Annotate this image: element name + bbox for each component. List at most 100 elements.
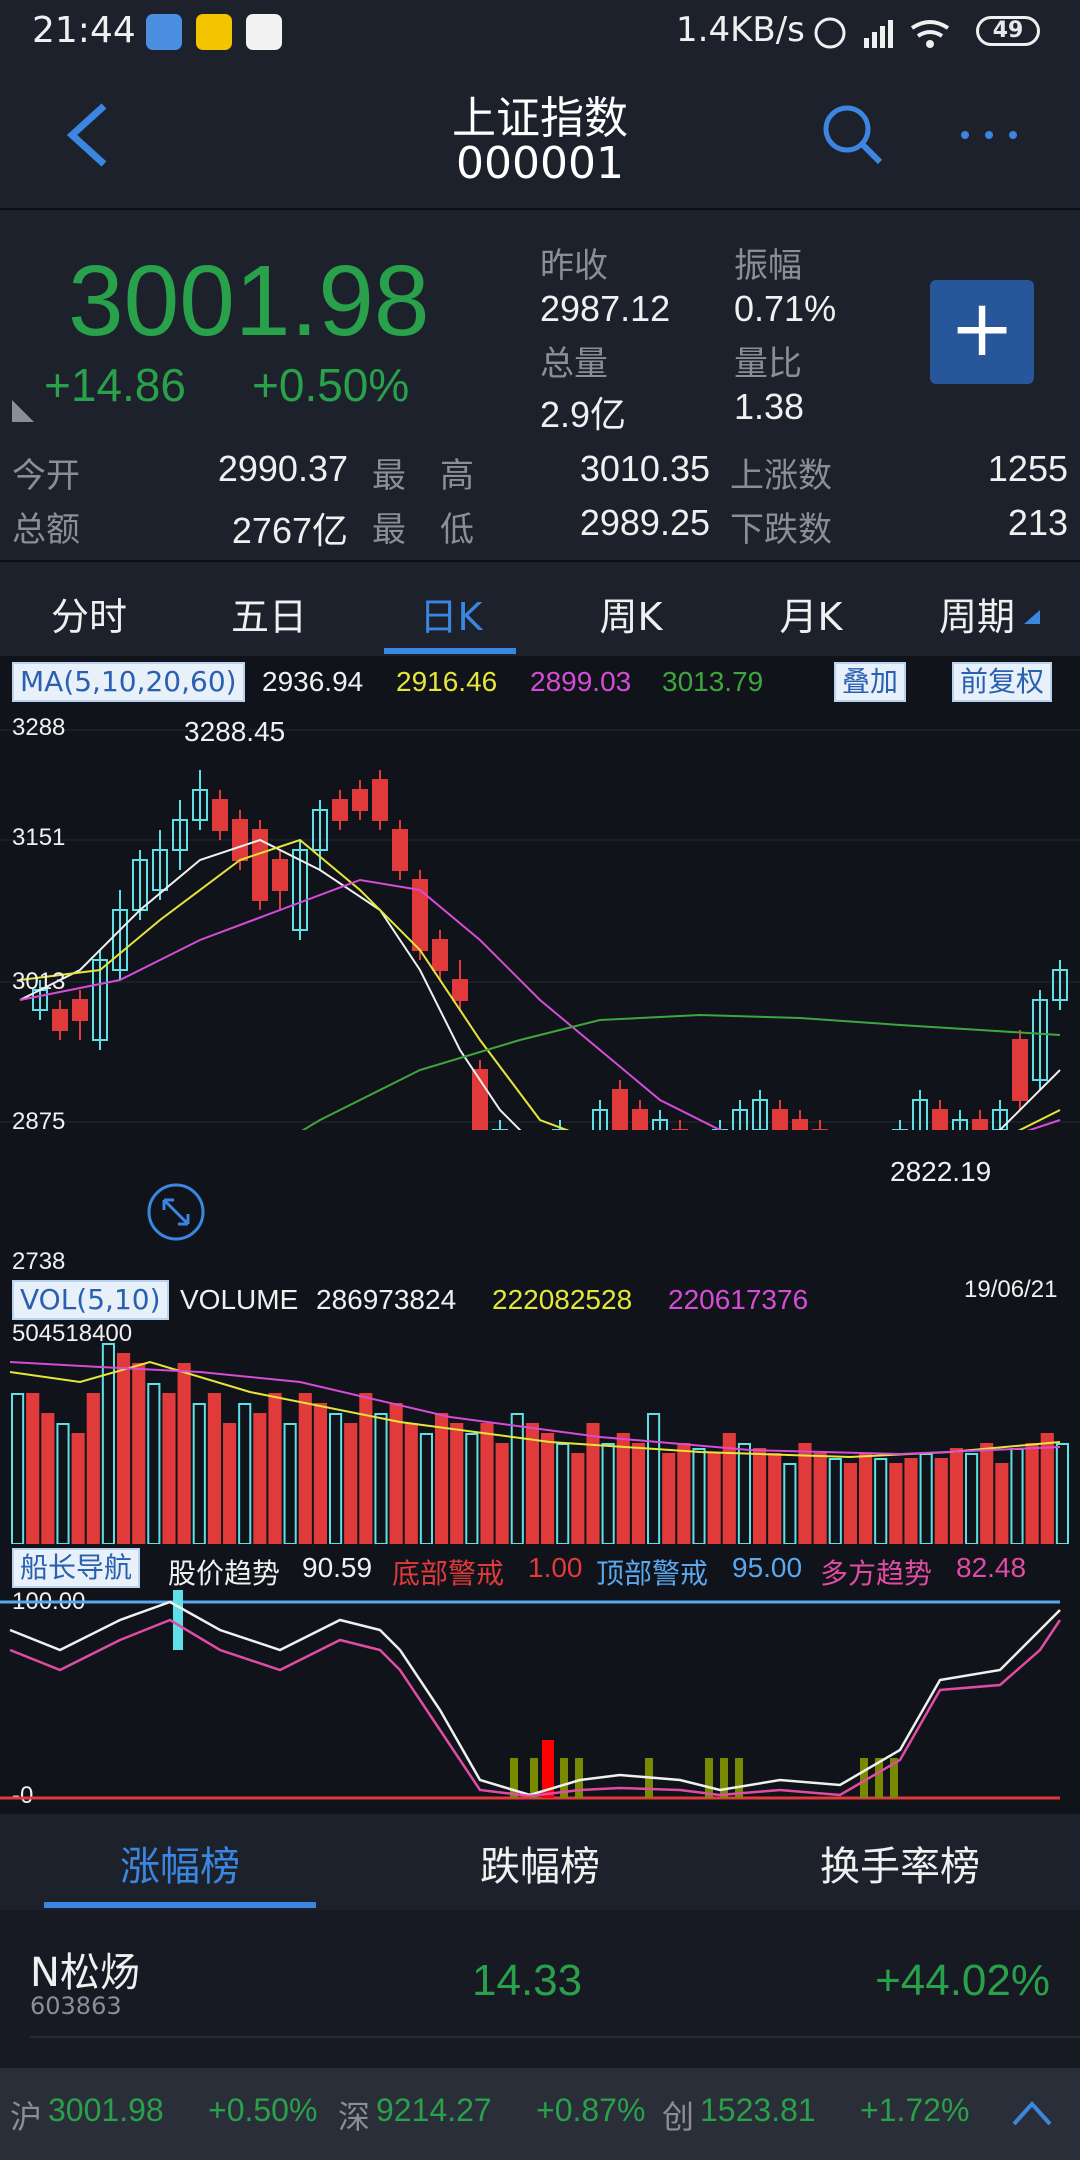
back-icon[interactable] <box>60 100 114 170</box>
volume-bar <box>813 1453 827 1544</box>
chevron-up-icon[interactable] <box>1010 2098 1054 2128</box>
notification-app-icon <box>246 14 282 50</box>
stock-pct: +44.02% <box>875 1956 1050 2005</box>
high-label: 最 高 <box>372 456 474 496</box>
stat-label: 振幅 <box>734 246 802 286</box>
period-tabs: 分时 五日 日K 周K 月K 周期 <box>0 560 1080 656</box>
volume-bar <box>965 1453 979 1544</box>
candle-body <box>332 799 348 821</box>
candle-body <box>792 1119 808 1130</box>
add-watchlist-button[interactable]: + <box>930 280 1034 384</box>
nav-bar <box>560 1758 568 1798</box>
candle-body <box>92 959 108 1041</box>
price-change: +14.86 <box>44 359 186 411</box>
candle-body <box>732 1109 748 1130</box>
nav-bar <box>510 1758 518 1798</box>
volume-bar <box>1010 1448 1024 1544</box>
vol-legend-label[interactable]: VOL(5,10) <box>12 1280 169 1320</box>
sh-value: 3001.98 <box>48 2092 164 2128</box>
stat-value: 2.9亿 <box>540 394 627 435</box>
volume-bar <box>177 1363 191 1544</box>
navigator-chart[interactable] <box>0 1590 1080 1812</box>
nav-bar <box>530 1758 538 1798</box>
vol-ma5: 222082528 <box>492 1284 633 1315</box>
volume-bar <box>753 1448 767 1544</box>
rank-tabs: 涨幅榜 跌幅榜 换手率榜 <box>0 1814 1080 1910</box>
volume-bar <box>768 1453 782 1544</box>
ma5-line <box>19 838 1061 1130</box>
volume-bar <box>329 1413 343 1544</box>
volume-bar <box>313 1403 328 1544</box>
volume-bar <box>238 1403 252 1544</box>
tab-period[interactable]: 周期 <box>938 595 1015 639</box>
index-ticker[interactable]: 沪 3001.98 +0.50% 深 9214.27 +0.87% 创 1523… <box>0 2068 1080 2160</box>
volume-bar <box>26 1393 40 1544</box>
nav-bar <box>890 1758 898 1798</box>
volume-bar <box>859 1453 873 1544</box>
y-tick: 2738 <box>12 1248 66 1275</box>
advancers-label: 上涨数 <box>730 456 832 496</box>
tab-monthly-k[interactable]: 月K <box>779 595 843 639</box>
volume-bar <box>450 1423 464 1544</box>
ma10-value: 2916.46 <box>396 666 498 697</box>
nav-top-value: 95.00 <box>732 1552 803 1583</box>
tab-five-day[interactable]: 五日 <box>230 595 307 639</box>
price-change-pct: +0.50% <box>252 359 410 411</box>
more-icon[interactable] <box>958 128 1022 142</box>
kline-chart[interactable] <box>0 710 1080 1130</box>
volume-bar <box>41 1413 55 1544</box>
cy-pct: +1.72% <box>860 2092 970 2128</box>
candle-body <box>152 849 168 891</box>
tab-intraday[interactable]: 分时 <box>50 595 127 639</box>
candle-body <box>112 909 128 971</box>
volume-bar <box>783 1463 797 1544</box>
volume-bar <box>874 1458 888 1544</box>
volume-chart[interactable] <box>0 1322 1080 1544</box>
nav-legend-label[interactable]: 船长导航 <box>12 1548 141 1588</box>
candle-body <box>292 849 308 931</box>
candle-body <box>372 779 388 821</box>
stock-code: 000001 <box>456 138 624 189</box>
search-icon[interactable] <box>820 102 886 168</box>
y-tick: 3288 <box>12 714 66 741</box>
candle-body <box>252 829 268 901</box>
fullscreen-icon[interactable] <box>146 1182 206 1242</box>
tab-losers[interactable]: 跌幅榜 <box>480 1844 600 1890</box>
tab-weekly-k[interactable]: 周K <box>599 595 663 639</box>
list-item[interactable]: N松炀 603863 14.33 +44.02% <box>0 1910 1080 2038</box>
ma20-value: 2899.03 <box>530 666 632 697</box>
volume-bar <box>389 1403 403 1544</box>
tab-gainers[interactable]: 涨幅榜 <box>120 1844 240 1890</box>
sh-pct: +0.50% <box>208 2092 318 2128</box>
volume-bar <box>344 1423 358 1544</box>
volume-bar <box>949 1448 963 1544</box>
volume-bar <box>298 1393 312 1544</box>
candle-body <box>272 859 288 891</box>
volume-bar <box>556 1443 570 1544</box>
volume-bar <box>117 1353 131 1544</box>
y-tick: 3013 <box>12 968 66 995</box>
adjust-button[interactable]: 前复权 <box>952 662 1053 702</box>
low-label: 最 低 <box>372 510 474 550</box>
volume-bar <box>359 1393 373 1544</box>
nav-bar <box>875 1758 883 1798</box>
volume-bar <box>692 1448 706 1544</box>
candle-body <box>1012 1039 1028 1101</box>
overlay-button[interactable]: 叠加 <box>834 662 907 702</box>
status-bar: 21:44 1.4KB/s 49 <box>0 0 1080 66</box>
volume-bar <box>465 1433 479 1544</box>
volume-bar <box>268 1393 282 1544</box>
volume-bar <box>919 1453 933 1544</box>
vol-max: 504518400 <box>12 1320 133 1347</box>
high-value: 3010.35 <box>579 448 710 489</box>
volume-bar <box>162 1393 176 1544</box>
tab-turnover[interactable]: 换手率榜 <box>820 1844 980 1890</box>
ma-legend-label[interactable]: MA(5,10,20,60) <box>12 662 245 702</box>
vol-ma10: 220617376 <box>668 1284 809 1315</box>
nav-bull-value: 82.48 <box>956 1552 1027 1583</box>
volume-bar <box>980 1443 994 1544</box>
volume-bar <box>283 1423 297 1544</box>
vol-name: VOLUME <box>180 1284 299 1315</box>
tab-daily-k[interactable]: 日K <box>419 595 483 639</box>
candle-body <box>392 829 408 871</box>
